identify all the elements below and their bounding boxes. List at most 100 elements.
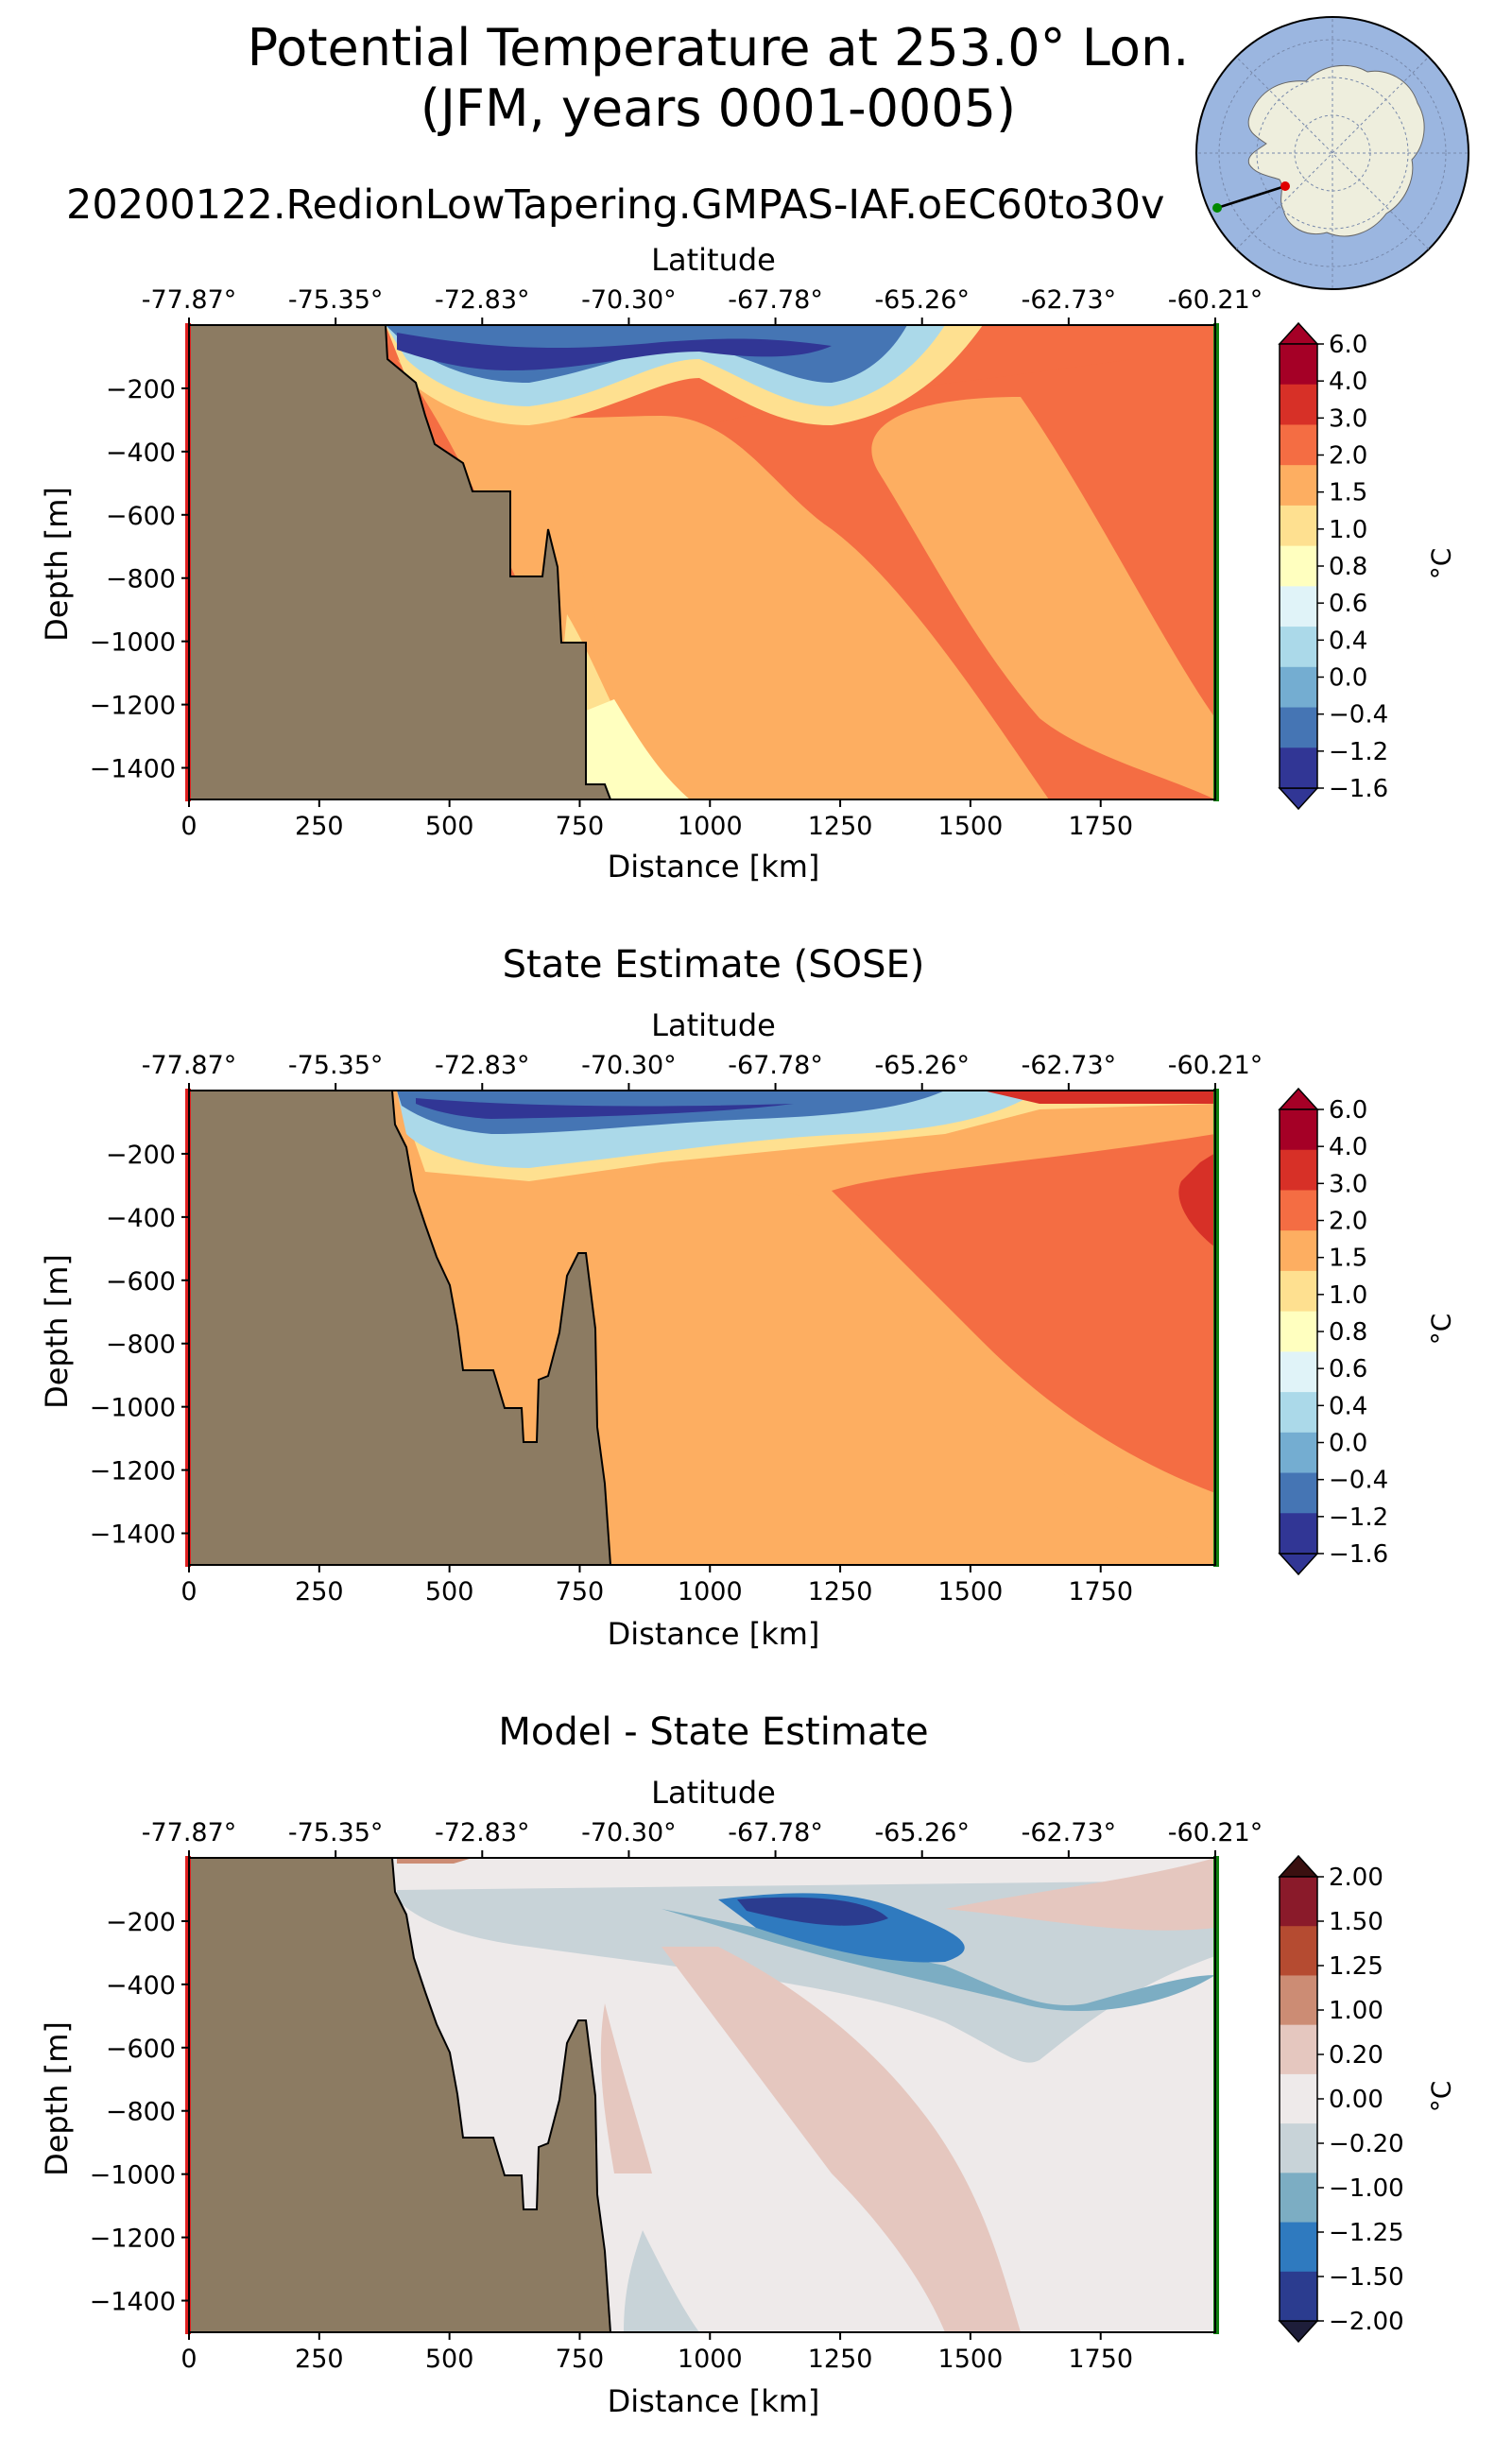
- region-warm-diagonal: [662, 1947, 1021, 2332]
- x-tick-label: 500: [425, 2345, 474, 2374]
- colorbar-segment: [1280, 2073, 1317, 2124]
- y-tick-label: −1400: [90, 1521, 176, 1550]
- region-coldest-core: [737, 1897, 888, 1926]
- lat-tick-label: -77.87°: [142, 285, 237, 315]
- xlabel-1: Distance [km]: [607, 849, 820, 885]
- colorbar-label: −1.2: [1329, 1503, 1388, 1532]
- bathymetry-land: [188, 1857, 612, 2333]
- colorbar-segment: [1280, 1270, 1317, 1313]
- y-tick-label: −1400: [90, 755, 176, 784]
- axes-3: 0 250 500 750 1000 1250 1500 1750 −200 −400 −600 −8…: [90, 1818, 1263, 2374]
- y-tick-label: −1200: [90, 1457, 176, 1486]
- lat-tick-label: -72.83°: [435, 1818, 530, 1847]
- colorbar-segment: [1280, 586, 1317, 627]
- lat-tick-label: -72.83°: [435, 285, 530, 315]
- y-tick-label: −600: [106, 1267, 176, 1297]
- colorbar-extend-low: [1278, 2320, 1319, 2344]
- region-east-core: [1178, 1153, 1215, 1247]
- colorbar-segment: [1280, 2173, 1317, 2224]
- colorbar-label: −0.4: [1329, 1467, 1388, 1495]
- lat-tick-label: -62.73°: [1022, 285, 1117, 315]
- x-tick-label: 1000: [678, 812, 743, 841]
- colorbar-label: 0.0: [1329, 1430, 1367, 1458]
- plot-frame: [188, 1857, 1216, 2333]
- colorbar-label: 0.4: [1329, 1392, 1367, 1420]
- y-tick-label: −800: [106, 2098, 176, 2127]
- colorbar-segment: [1280, 1351, 1317, 1393]
- colorbar-difference: 2.00 1.50 1.25 1.00 0.20 0.00 −0.20 −1.00 −1.25 −…: [1278, 1854, 1404, 2344]
- antarctica-locator-map: [1195, 16, 1469, 290]
- axes-2: 0 250 500 750 1000 1250 1500 1750 −200 −400 −600 −8…: [90, 1051, 1263, 1606]
- colorbar-segment: [1280, 1975, 1317, 2026]
- colorbar-segment: [1280, 2271, 1317, 2322]
- colorbar-label: 3.0: [1329, 1170, 1367, 1198]
- x-tick-label: 250: [295, 812, 344, 841]
- colorbar-label: −1.2: [1329, 738, 1388, 766]
- colorbar-segment: [1280, 424, 1317, 466]
- colorbar-label: −1.6: [1329, 1540, 1388, 1569]
- main-title-line2: (JFM, years 0001-0005): [420, 78, 1017, 138]
- colorbar-segment: [1280, 2222, 1317, 2273]
- lat-tick-label: -70.30°: [581, 1818, 677, 1847]
- y-tick-label: −1400: [90, 2288, 176, 2317]
- colorbar-label: −0.20: [1329, 2130, 1404, 2158]
- region-mid-band: [871, 397, 1215, 799]
- temperature-model-plot: 0 250 500 750 1000 1250 1500 1750 −200 −400 −600 −8…: [90, 285, 1263, 841]
- region-warm-patch: [600, 2003, 652, 2174]
- x-tick-label: 1000: [678, 1577, 743, 1606]
- xlabel-3: Distance [km]: [607, 2383, 820, 2419]
- colorbar-segment: [1280, 666, 1317, 709]
- y-tick-label: −200: [106, 1908, 176, 1937]
- y-tick-label: −1200: [90, 692, 176, 721]
- colorbar-label: 0.6: [1329, 1355, 1367, 1383]
- x-tick-label: 750: [556, 1577, 605, 1606]
- y-tick-label: −1000: [90, 2161, 176, 2191]
- colorbar-segment: [1280, 1432, 1317, 1474]
- lat-tick-label: -65.26°: [874, 1818, 970, 1847]
- colorbar-segment: [1280, 344, 1317, 386]
- colorbar-segment: [1280, 1311, 1317, 1352]
- colorbar-label: 0.00: [1329, 2086, 1383, 2114]
- colorbar-label: 1.5: [1329, 479, 1367, 507]
- colorbar-segment: [1280, 1392, 1317, 1434]
- colorbar-segment: [1280, 1926, 1317, 1976]
- x-tick-label: 0: [180, 812, 197, 841]
- x-tick-label: 1750: [1068, 812, 1133, 841]
- colorbar-segment: [1280, 465, 1317, 507]
- region-coldest-core: [397, 333, 832, 370]
- lat-tick-label: -60.21°: [1168, 285, 1263, 315]
- colorbar-label: 2.0: [1329, 1208, 1367, 1236]
- region-pale-band: [567, 699, 690, 799]
- colorbar-label: 4.0: [1329, 1133, 1367, 1161]
- colorbar-label: 2.00: [1329, 1864, 1383, 1892]
- region-coldest-core: [416, 1098, 794, 1119]
- region-deep-cold: [624, 2230, 699, 2332]
- lat-tick-label: -62.73°: [1022, 1051, 1117, 1080]
- y-tick-label: −400: [106, 1971, 176, 2001]
- x-tick-label: 0: [180, 2345, 197, 2374]
- colorbar-label: 0.0: [1329, 664, 1367, 693]
- bathymetry-land: [188, 1090, 612, 1566]
- x-tick-label: 1500: [938, 812, 1004, 841]
- lat-tick-label: -65.26°: [874, 285, 970, 315]
- colorbar-label: 0.20: [1329, 2041, 1383, 2070]
- y-tick-label: −400: [106, 438, 176, 468]
- x-tick-label: 1500: [938, 1577, 1004, 1606]
- lat-tick-label: -77.87°: [142, 1818, 237, 1847]
- colorbar-segment: [1280, 2024, 1317, 2075]
- run-name: 20200122.RedionLowTapering.GMPAS-IAF.oEC…: [66, 181, 1165, 229]
- colorbar-segment: [1280, 747, 1317, 789]
- colorbar-segment: [1280, 707, 1317, 748]
- xlabel-2: Distance [km]: [607, 1616, 820, 1652]
- colorbar-segment: [1280, 545, 1317, 587]
- colorbar-segment: [1280, 384, 1317, 425]
- lat-tick-label: -67.78°: [728, 285, 823, 315]
- region-deep-core: [832, 1134, 1215, 1493]
- x-tick-label: 1000: [678, 2345, 743, 2374]
- colorbar-label: −1.6: [1329, 775, 1388, 803]
- x-tick-label: 1750: [1068, 2345, 1133, 2374]
- axes-1: 0 250 500 750 1000 1250 1500 1750 −200 −400 −600 −8…: [90, 285, 1263, 841]
- colorbar-segment: [1280, 1513, 1317, 1555]
- y-tick-label: −1000: [90, 1394, 176, 1423]
